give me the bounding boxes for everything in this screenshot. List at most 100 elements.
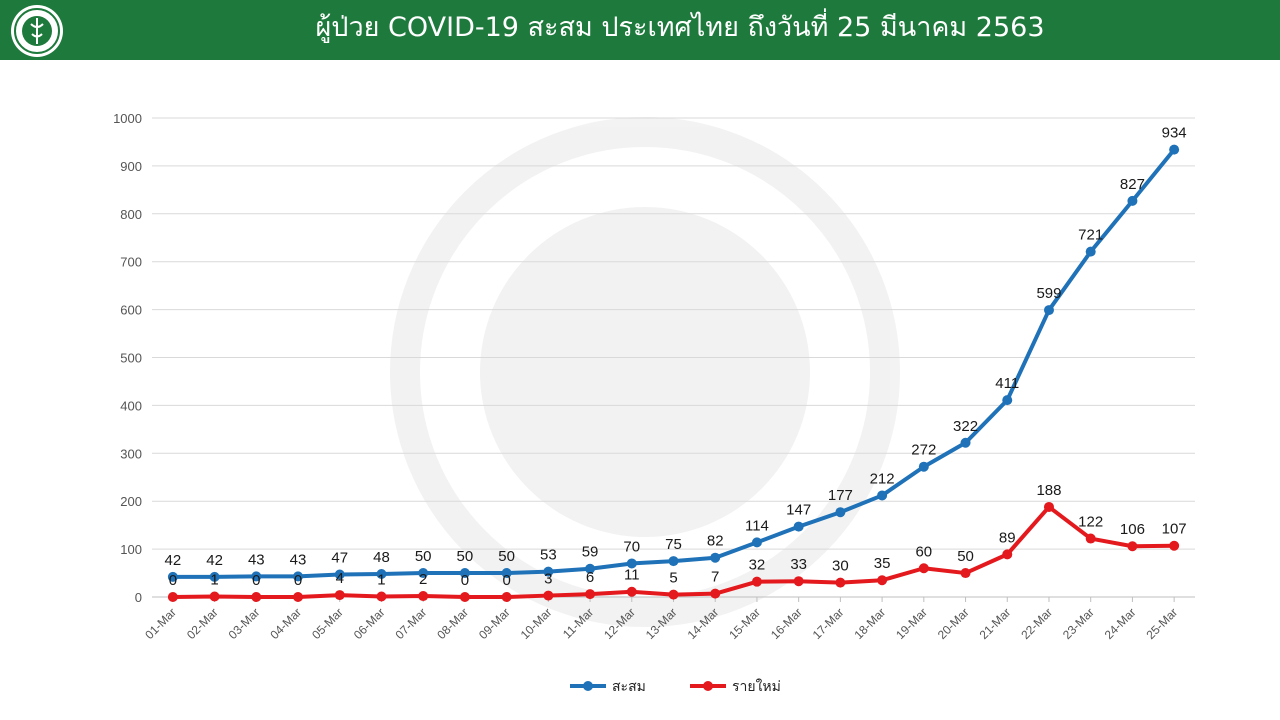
legend-swatch-marker: [583, 681, 593, 691]
data-point: [1127, 541, 1138, 552]
data-label: 50: [457, 548, 474, 565]
x-tick-label: 23-Mar: [1060, 605, 1097, 642]
x-tick-label: 03-Mar: [226, 605, 263, 642]
data-point: [334, 569, 345, 580]
data-label: 48: [373, 549, 390, 566]
data-label: 6: [586, 569, 594, 586]
data-label: 212: [870, 470, 895, 487]
data-label: 47: [331, 549, 348, 566]
x-tick-label: 06-Mar: [351, 605, 388, 642]
data-point: [543, 566, 554, 577]
data-labels: 42 42 43 43 47 48 50 50 50 53 59 70 75 82114147177212…: [165, 125, 1187, 589]
data-point: [960, 568, 971, 579]
data-label: 272: [911, 442, 936, 459]
grid: [152, 117, 1195, 550]
data-point: [334, 590, 345, 601]
data-label: 60: [915, 543, 932, 560]
data-point: [751, 537, 762, 548]
data-label: 2: [419, 571, 427, 588]
page-title: ผู้ป่วย COVID-19 สะสม ประเทศไทย ถึงวันที…: [315, 12, 1045, 43]
data-point: [543, 590, 554, 601]
legend-entry: สะสม: [612, 679, 646, 695]
data-label: 0: [252, 572, 260, 589]
data-point: [960, 437, 971, 448]
data-point: [585, 563, 596, 574]
data-label: 114: [745, 517, 769, 534]
x-tick-label: 04-Mar: [267, 605, 304, 642]
y-tick-label: 600: [120, 303, 142, 318]
data-label: 177: [828, 487, 853, 504]
y-tick-label: 1000: [113, 111, 142, 126]
data-label: 599: [1036, 285, 1061, 302]
data-point: [877, 490, 888, 501]
x-tick-label: 02-Mar: [184, 605, 221, 642]
data-label: 43: [248, 551, 265, 568]
y-tick-label: 400: [120, 398, 142, 413]
data-label: 4: [336, 570, 344, 587]
data-point: [459, 568, 470, 579]
data-label: 30: [832, 558, 849, 575]
y-tick-label: 800: [120, 207, 142, 222]
x-tick-label: 20-Mar: [935, 605, 972, 642]
data-point: [459, 592, 470, 602]
data-label: 721: [1078, 227, 1103, 244]
data-point: [668, 589, 679, 600]
data-label: 107: [1162, 521, 1187, 538]
data-label: 35: [874, 555, 891, 572]
data-point: [793, 521, 804, 532]
x-tick-label: 22-Mar: [1018, 605, 1055, 642]
data-label: 0: [169, 572, 177, 589]
data-label: 50: [415, 548, 432, 565]
data-point: [835, 577, 846, 588]
data-label: 188: [1036, 482, 1061, 499]
data-point: [418, 591, 429, 602]
data-label: 411: [995, 375, 1019, 392]
x-tick-label: 16-Mar: [768, 605, 805, 642]
series: [167, 144, 1180, 602]
data-label: 0: [461, 572, 469, 589]
data-label: 32: [749, 557, 766, 574]
data-point: [1002, 395, 1013, 406]
legend-entry: รายใหม่: [732, 678, 781, 695]
data-label: 322: [953, 418, 978, 435]
data-point: [501, 592, 512, 602]
data-point: [1002, 549, 1013, 560]
y-tick-label: 700: [120, 255, 142, 270]
data-point: [501, 568, 512, 579]
data-label: 33: [790, 556, 807, 573]
x-tick-label: 07-Mar: [393, 605, 430, 642]
data-point: [376, 591, 387, 602]
data-label: 122: [1078, 514, 1103, 531]
data-point: [585, 589, 596, 600]
data-point: [877, 575, 888, 586]
data-point: [418, 568, 429, 579]
data-label: 89: [999, 529, 1016, 546]
data-label: 5: [669, 570, 677, 587]
data-point: [710, 588, 721, 599]
x-tick-label: 21-Mar: [977, 605, 1014, 642]
data-point: [626, 586, 637, 597]
data-point: [167, 571, 178, 582]
data-label: 43: [290, 551, 307, 568]
data-label: 53: [540, 547, 557, 564]
data-label: 82: [707, 533, 724, 550]
data-label: 50: [957, 548, 974, 565]
data-point: [1127, 195, 1138, 206]
data-point: [209, 591, 220, 602]
x-tick-label: 18-Mar: [851, 605, 888, 642]
data-label: 50: [498, 548, 515, 565]
header-bar: ผู้ป่วย COVID-19 สะสม ประเทศไทย ถึงวันที…: [0, 0, 1280, 60]
data-point: [167, 592, 178, 602]
x-tick-label: 25-Mar: [1143, 605, 1180, 642]
x-tick-label: 19-Mar: [893, 605, 930, 642]
data-point: [1085, 533, 1096, 544]
data-point: [668, 556, 679, 567]
data-label: 42: [165, 552, 182, 569]
data-label: 0: [502, 572, 510, 589]
data-point: [918, 563, 929, 574]
y-tick-label: 500: [120, 351, 142, 366]
x-tick-label: 17-Mar: [810, 605, 847, 642]
data-point: [251, 571, 262, 582]
x-tick-label: 05-Mar: [309, 605, 346, 642]
